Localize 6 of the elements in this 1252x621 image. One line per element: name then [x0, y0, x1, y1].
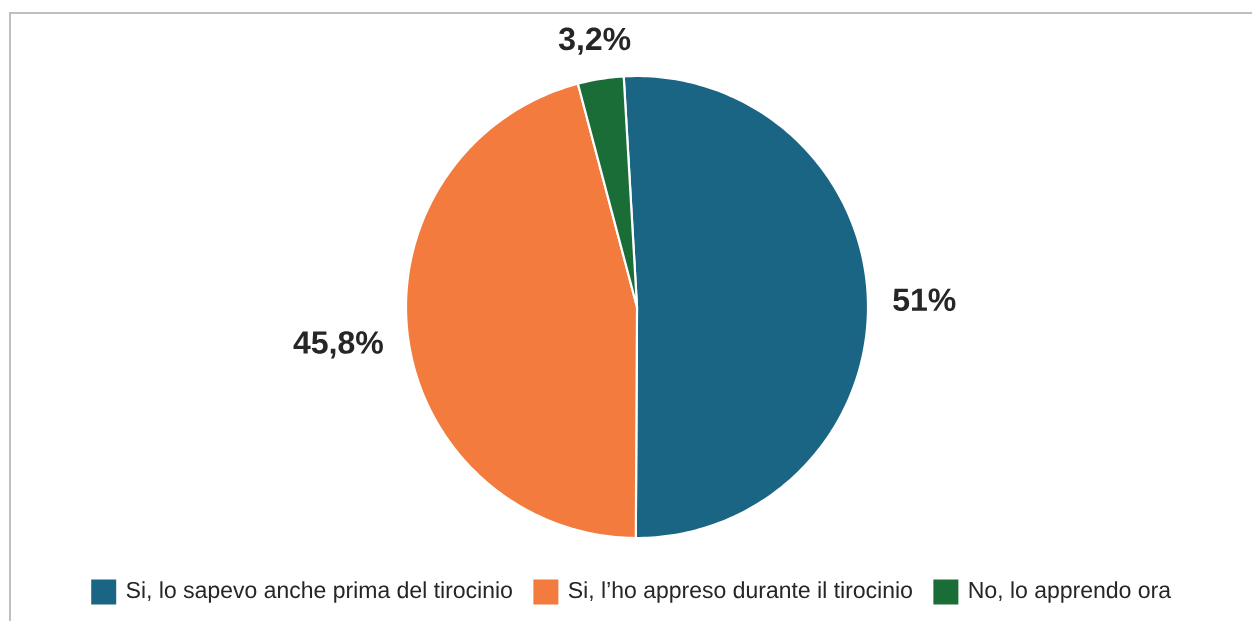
legend-label: Si, lo sapevo anche prima del tirocinio: [126, 581, 512, 603]
data-label: 45,8%: [293, 331, 383, 359]
legend-label: No, lo apprendo ora: [969, 581, 1172, 603]
data-label: 51%: [893, 288, 956, 312]
data-label: 3,2%: [558, 27, 631, 55]
legend-label: Si, l’ho appreso durante il tirocinio: [568, 581, 912, 603]
